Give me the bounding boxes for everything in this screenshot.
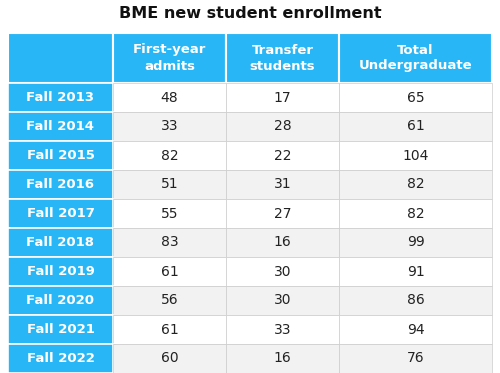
Bar [226,257,339,286]
Text: Fall 2018: Fall 2018 [26,236,94,249]
Bar [339,228,492,257]
Text: First-year
admits: First-year admits [133,44,206,72]
Bar [8,33,113,83]
Text: Fall 2019: Fall 2019 [26,265,94,278]
Bar [113,112,226,141]
Bar [8,344,113,373]
Bar [113,170,226,199]
Text: 61: 61 [406,119,424,134]
Bar [226,286,339,315]
Text: 83: 83 [160,235,178,250]
Bar [8,228,113,257]
Bar [113,315,226,344]
Text: Fall 2014: Fall 2014 [26,120,94,133]
Text: 51: 51 [160,178,178,191]
Text: 61: 61 [160,323,178,336]
Bar [8,286,113,315]
Text: 76: 76 [406,351,424,366]
Bar [113,83,226,112]
Text: 94: 94 [406,323,424,336]
Bar [339,33,492,83]
Bar [113,199,226,228]
Text: 33: 33 [161,119,178,134]
Text: 48: 48 [160,91,178,104]
Text: Transfer
students: Transfer students [250,44,316,72]
Text: 91: 91 [406,264,424,279]
Bar [226,170,339,199]
Bar [113,141,226,170]
Text: 65: 65 [406,91,424,104]
Bar [8,83,113,112]
Text: 31: 31 [274,178,291,191]
Bar [339,83,492,112]
Bar [339,141,492,170]
Bar [113,257,226,286]
Bar [339,257,492,286]
Bar [226,141,339,170]
Bar [226,344,339,373]
Text: 17: 17 [274,91,291,104]
Bar [8,112,113,141]
Text: Fall 2020: Fall 2020 [26,294,94,307]
Text: 86: 86 [406,294,424,307]
Text: BME new student enrollment: BME new student enrollment [118,6,382,21]
Text: Fall 2016: Fall 2016 [26,178,94,191]
Text: 56: 56 [160,294,178,307]
Text: Total
Undergraduate: Total Undergraduate [358,44,472,72]
Text: 16: 16 [274,351,291,366]
Bar [226,315,339,344]
Bar [339,170,492,199]
Bar [226,199,339,228]
Bar [8,315,113,344]
Text: Fall 2013: Fall 2013 [26,91,94,104]
Text: 22: 22 [274,148,291,163]
Text: Fall 2015: Fall 2015 [26,149,94,162]
Bar [113,33,226,83]
Text: 104: 104 [402,148,428,163]
Text: 61: 61 [160,264,178,279]
Bar [339,112,492,141]
Bar [339,344,492,373]
Bar [8,141,113,170]
Bar [226,33,339,83]
Text: 30: 30 [274,294,291,307]
Text: 60: 60 [160,351,178,366]
Bar [226,83,339,112]
Text: 82: 82 [406,178,424,191]
Text: 55: 55 [161,207,178,220]
Bar [8,170,113,199]
Text: 28: 28 [274,119,291,134]
Text: Fall 2021: Fall 2021 [26,323,94,336]
Bar [339,286,492,315]
Bar [113,344,226,373]
Bar [113,228,226,257]
Bar [226,228,339,257]
Bar [8,199,113,228]
Bar [113,286,226,315]
Text: 99: 99 [406,235,424,250]
Bar [226,112,339,141]
Text: Fall 2017: Fall 2017 [26,207,94,220]
Bar [339,199,492,228]
Bar [339,315,492,344]
Bar [8,257,113,286]
Text: 30: 30 [274,264,291,279]
Text: 82: 82 [160,148,178,163]
Text: 27: 27 [274,207,291,220]
Text: 33: 33 [274,323,291,336]
Text: 16: 16 [274,235,291,250]
Text: 82: 82 [406,207,424,220]
Text: Fall 2022: Fall 2022 [26,352,94,365]
